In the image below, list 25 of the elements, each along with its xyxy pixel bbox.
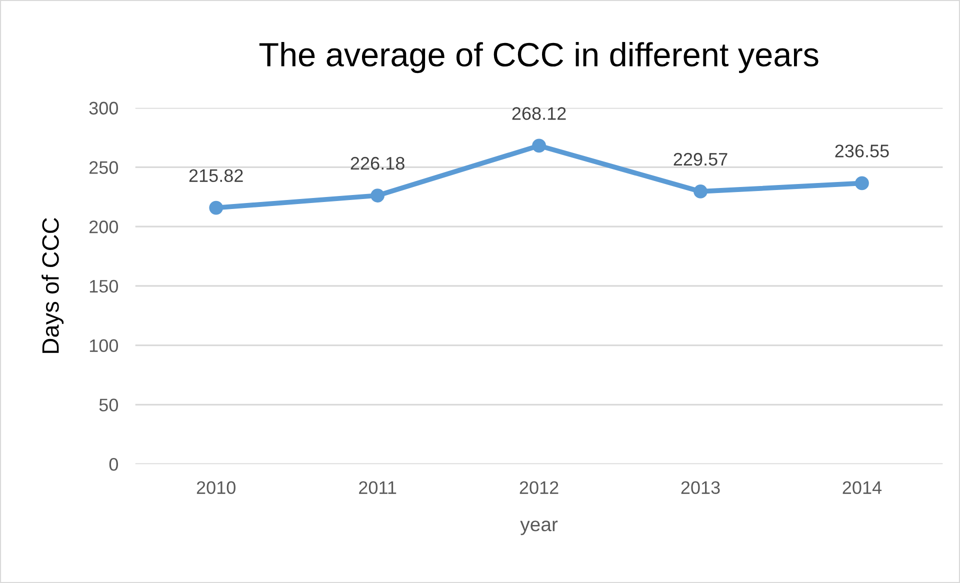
data-label: 215.82 xyxy=(189,169,243,182)
y-tick-label: 250 xyxy=(89,161,118,174)
y-tick-label: 50 xyxy=(99,398,118,412)
x-tick-label: 2011 xyxy=(359,481,396,494)
y-tick-label: 200 xyxy=(89,220,118,234)
point xyxy=(855,176,869,190)
y-axis-title: Days of CCC xyxy=(42,218,64,353)
chart-title: The average of CCC in different years xyxy=(259,42,818,74)
data-label: 268.12 xyxy=(512,107,566,120)
x-tick-label: 2012 xyxy=(520,481,558,494)
x-tick-label: 2014 xyxy=(842,481,882,494)
y-tick-label: 100 xyxy=(90,339,118,352)
y-tick-label: 0 xyxy=(109,458,118,471)
data-label: 229.57 xyxy=(674,152,728,166)
x-axis-title: year xyxy=(520,520,558,536)
point xyxy=(694,184,708,198)
x-tick-label: 2010 xyxy=(196,481,236,494)
y-tick-label: 150 xyxy=(90,280,118,293)
point xyxy=(370,188,385,202)
point xyxy=(209,200,224,215)
data-label: 226.18 xyxy=(350,156,404,170)
point xyxy=(532,138,546,153)
x-tick-label: 2013 xyxy=(681,481,720,494)
data-label: 236.55 xyxy=(835,144,889,158)
y-tick-label: 300 xyxy=(89,102,118,115)
